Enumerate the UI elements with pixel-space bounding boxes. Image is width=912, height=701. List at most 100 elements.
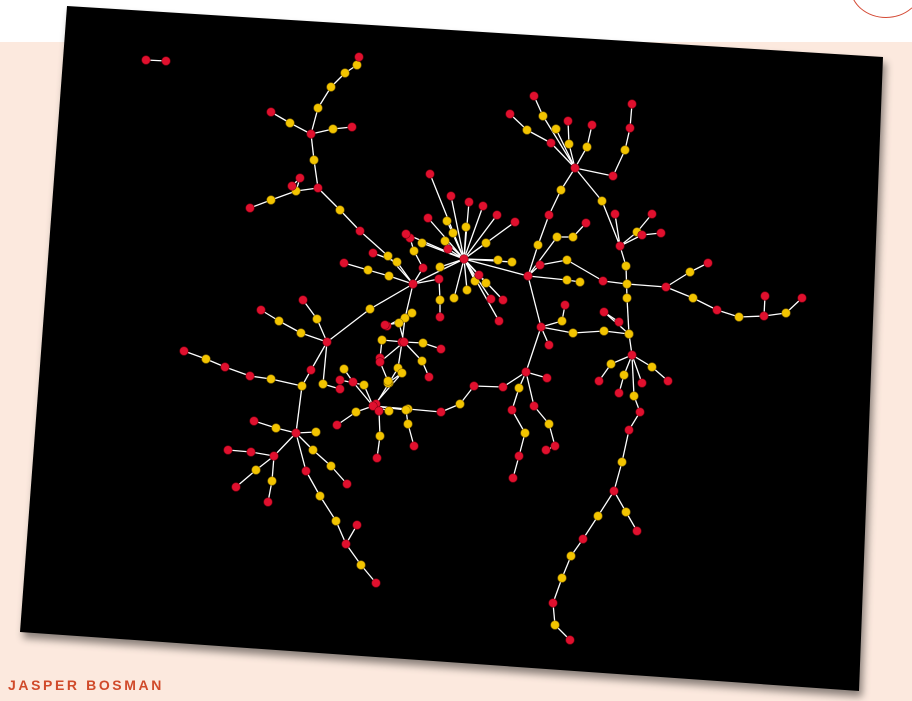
graph-node-red (587, 120, 597, 130)
graph-node-red (712, 305, 722, 315)
graph-node-red (560, 300, 570, 310)
graph-node-red (380, 320, 390, 330)
graph-node-red (161, 56, 171, 66)
graph-node-red (797, 293, 807, 303)
graph-node-red (306, 365, 316, 375)
graph-node-red (542, 373, 552, 383)
graph-edge (369, 283, 414, 310)
graph-edge (525, 326, 542, 373)
graph-node-yellow (455, 399, 465, 409)
graph-edge (665, 271, 691, 288)
graph-node-yellow (522, 125, 532, 135)
graph-node-red (179, 346, 189, 356)
graph-node-red (335, 384, 345, 394)
graph-node-yellow (356, 560, 366, 570)
graph-node-red (624, 425, 634, 435)
graph-node-yellow (442, 216, 452, 226)
graph-node-yellow (562, 275, 572, 285)
graph-edge (352, 381, 374, 407)
graph-edge (452, 232, 465, 260)
graph-node-yellow (417, 356, 427, 366)
graph-node-yellow (285, 118, 295, 128)
graph-node-yellow (335, 205, 345, 215)
graph-edge (555, 128, 576, 169)
graph-node-yellow (557, 573, 567, 583)
graph-node-red (578, 534, 588, 544)
graph-edge (317, 187, 341, 211)
graph-node-red (256, 305, 266, 315)
graph-node-yellow (507, 257, 517, 267)
graph-node-yellow (331, 516, 341, 526)
graph-edge (631, 354, 635, 397)
graph-edge (631, 354, 643, 384)
graph-node-yellow (533, 240, 543, 250)
graph-edge (601, 200, 621, 247)
graph-node-yellow (685, 267, 695, 277)
graph-edge (322, 341, 328, 385)
graph-node-yellow (556, 185, 566, 195)
graph-edge (453, 258, 465, 299)
graph-node-red (368, 248, 378, 258)
graph-node-red (354, 52, 364, 62)
graph-node-red (355, 226, 365, 236)
graph-node-red (399, 337, 409, 347)
graph-node-red (521, 367, 531, 377)
graph-node-yellow (359, 380, 369, 390)
graph-node-red (563, 116, 573, 126)
graph-node-red (523, 271, 533, 281)
graph-edge (319, 495, 337, 522)
graph-node-yellow (266, 374, 276, 384)
graph-node-red (298, 295, 308, 305)
graph-node-red (223, 445, 233, 455)
graph-node-red (141, 55, 151, 65)
graph-edge (273, 432, 297, 457)
graph-node-red (459, 254, 469, 264)
graph-edge (613, 461, 623, 492)
graph-node-red (347, 122, 357, 132)
graph-node-yellow (328, 124, 338, 134)
graph-node-yellow (481, 278, 491, 288)
graph-node-yellow (597, 196, 607, 206)
graph-node-red (245, 371, 255, 381)
graph-node-yellow (449, 293, 459, 303)
graph-node-red (627, 99, 637, 109)
graph-nodes (141, 52, 807, 645)
graph-node-yellow (274, 316, 284, 326)
graph-node-red (544, 210, 554, 220)
graph-node-red (446, 191, 456, 201)
graph-node-red (661, 282, 671, 292)
graph-edge (463, 258, 500, 322)
graph-node-yellow (619, 370, 629, 380)
graph-node-red (291, 428, 301, 438)
graph-node-yellow (296, 328, 306, 338)
author-credit: JASPER BOSMAN (8, 677, 164, 693)
graph-node-red (287, 181, 297, 191)
graph-edge (463, 205, 484, 260)
graph-edge (412, 258, 465, 285)
graph-node-yellow (622, 279, 632, 289)
graph-node-red (546, 138, 556, 148)
graph-node-yellow (409, 246, 419, 256)
graph-node-red (469, 381, 479, 391)
graph-node-yellow (326, 82, 336, 92)
graph-node-yellow (315, 491, 325, 501)
graph-node-yellow (617, 457, 627, 467)
graph-node-red (627, 350, 637, 360)
graph-edge (295, 385, 303, 434)
graph-node-red (614, 388, 624, 398)
graph-edge (463, 214, 498, 260)
graph-node-yellow (383, 376, 393, 386)
graph-node-yellow (461, 222, 471, 232)
graph-node-red (401, 229, 411, 239)
graph-node-yellow (384, 271, 394, 281)
graph-node-red (332, 420, 342, 430)
graph-node-yellow (568, 232, 578, 242)
graph-node-yellow (621, 261, 631, 271)
graph-node-red (246, 447, 256, 457)
graph-node-red (342, 479, 352, 489)
graph-node-yellow (401, 405, 411, 415)
graph-node-red (510, 217, 520, 227)
graph-node-red (434, 274, 444, 284)
graph-node-yellow (267, 476, 277, 486)
graph-node-red (529, 91, 539, 101)
